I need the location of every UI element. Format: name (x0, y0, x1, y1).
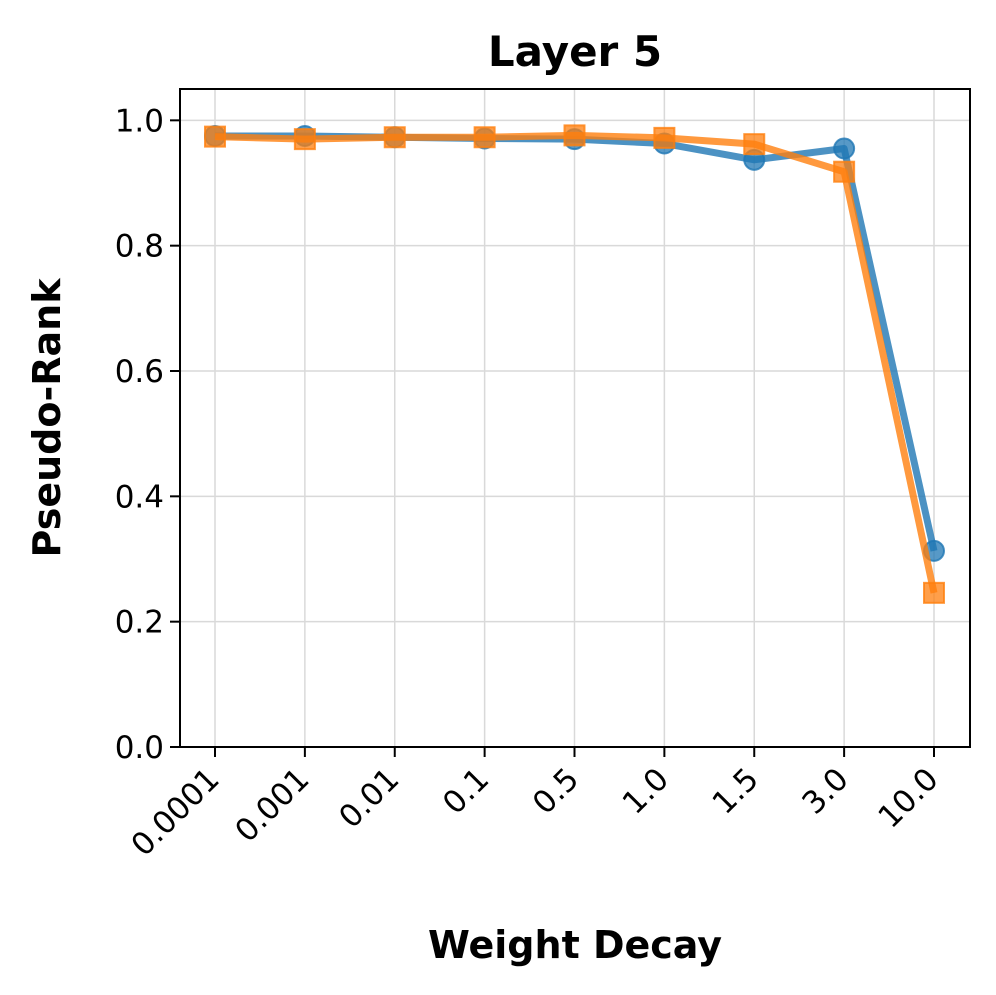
x-tick-label: 0.001 (228, 761, 316, 849)
data-point (204, 125, 226, 148)
data-point (833, 137, 856, 160)
x-axis-label: Weight Decay (428, 923, 722, 967)
x-tick-label: 0.0001 (124, 761, 226, 863)
y-axis: 0.0 0.2 0.4 0.6 0.8 1.0 (115, 103, 180, 766)
x-tick-label: 1.5 (706, 761, 766, 821)
y-tick-label: 0.2 (115, 605, 164, 641)
data-point (653, 126, 676, 149)
data-point (833, 160, 856, 183)
y-tick-label: 0.6 (115, 354, 164, 390)
grid (180, 89, 970, 748)
series-2 (204, 124, 945, 604)
data-point (383, 126, 406, 149)
x-tick-label: 1.0 (616, 761, 676, 821)
x-tick-label: 0.1 (436, 761, 496, 821)
y-axis-label: Pseudo-Rank (25, 278, 69, 558)
x-axis: 0.0001 0.001 0.01 0.1 0.5 1.0 1.5 3.0 10.0 (124, 747, 946, 863)
data-point (473, 126, 496, 149)
y-tick-label: 1.0 (115, 103, 164, 139)
data-point (293, 128, 316, 151)
data-point (563, 124, 586, 147)
x-tick-label: 10.0 (871, 761, 945, 835)
x-tick-label: 3.0 (795, 761, 855, 821)
series-group (204, 124, 945, 604)
y-tick-label: 0.0 (115, 730, 164, 766)
y-tick-label: 0.4 (115, 479, 164, 515)
data-point (923, 581, 945, 604)
data-point (743, 133, 766, 156)
x-tick-label: 0.01 (332, 761, 406, 835)
x-tick-label: 0.5 (526, 761, 586, 821)
y-tick-label: 0.8 (115, 229, 164, 265)
chart-title: Layer 5 (488, 27, 662, 76)
